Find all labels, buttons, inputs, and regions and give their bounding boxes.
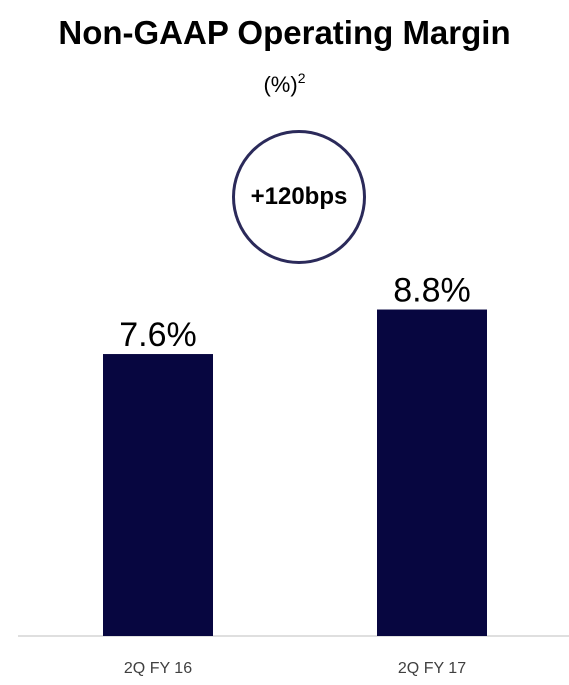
chart-subtitle-text: (%): [263, 72, 298, 97]
chart-subtitle: (%)2: [0, 70, 569, 98]
chart-subtitle-footnote: 2: [297, 70, 306, 86]
chart-title: Non-GAAP Operating Margin: [58, 14, 511, 51]
bar: [377, 309, 487, 636]
x-tick-label: 2Q FY 16: [124, 660, 192, 677]
bar: [103, 354, 213, 636]
x-tick-label: 2Q FY 17: [398, 660, 466, 677]
change-badge: +120bps: [232, 130, 366, 264]
bar-value-label: 7.6%: [119, 316, 197, 354]
bar-value-label: 8.8%: [393, 272, 471, 310]
